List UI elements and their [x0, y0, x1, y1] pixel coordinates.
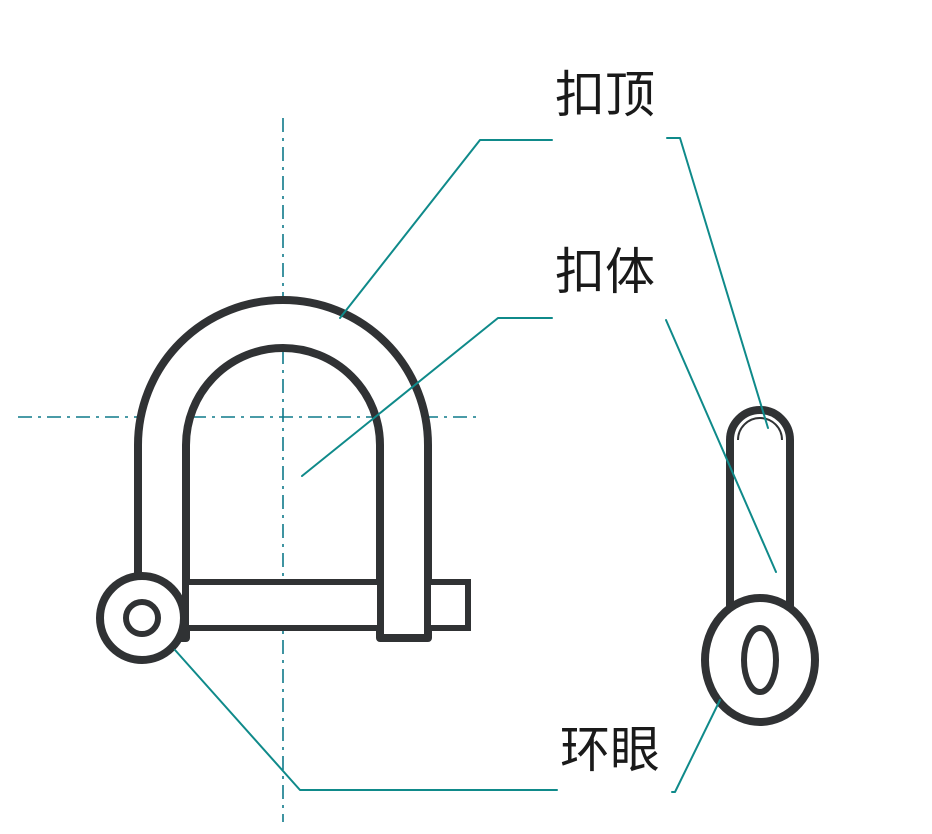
leader-lines [175, 138, 776, 792]
diagram-canvas: 扣顶 扣体 环眼 [0, 0, 932, 834]
shackle-side-view [705, 410, 815, 722]
svg-stage [0, 0, 932, 834]
label-eye: 环眼 [560, 710, 660, 782]
shackle-front-view [100, 300, 468, 660]
label-body: 扣体 [555, 232, 655, 304]
label-crown: 扣顶 [555, 55, 655, 127]
